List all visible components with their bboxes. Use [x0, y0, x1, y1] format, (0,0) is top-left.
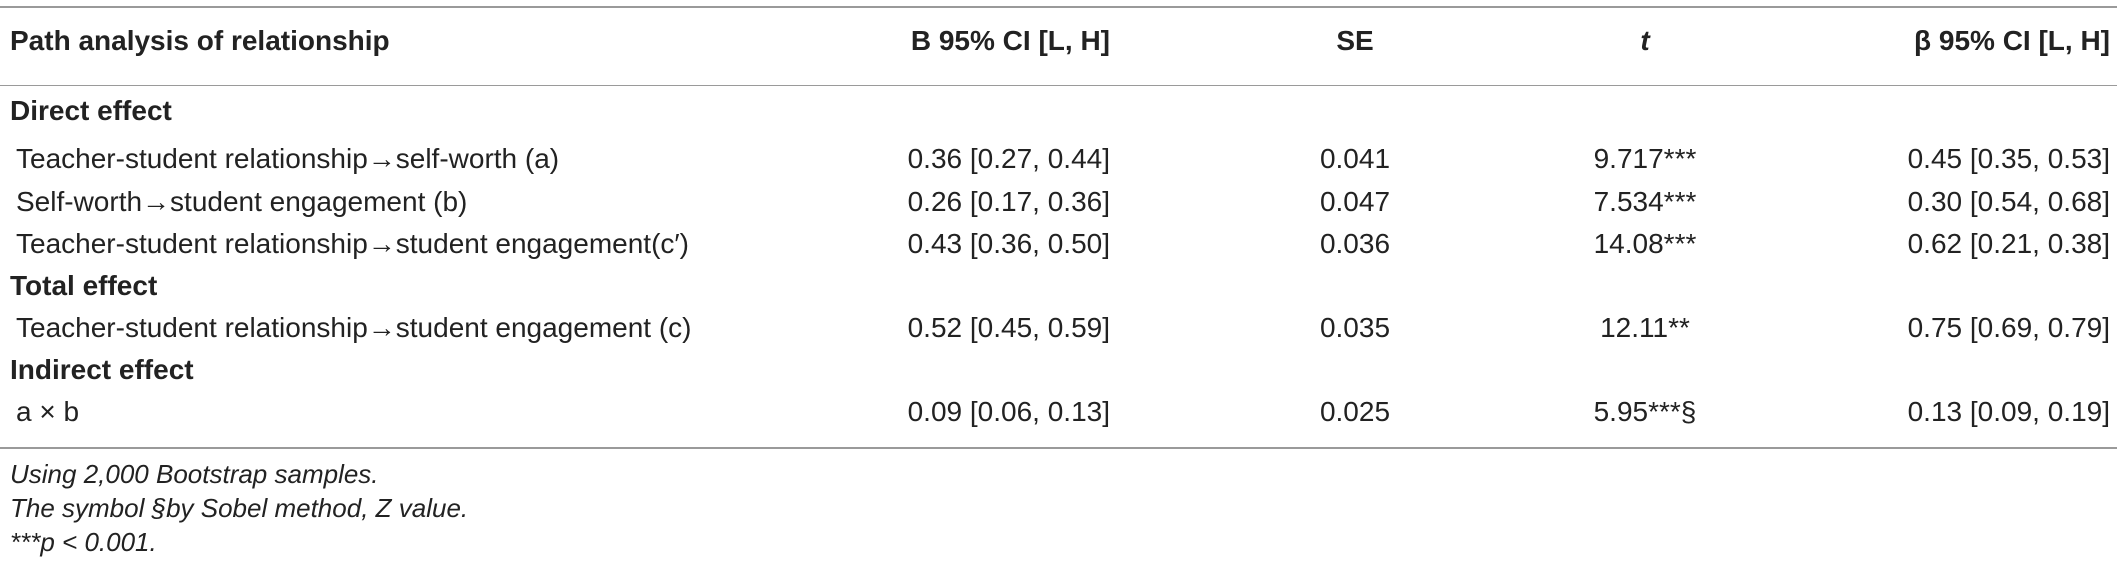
beta-ci-cell: 0.75 [0.69, 0.79]: [1907, 312, 2110, 343]
header-t: t: [1640, 25, 1650, 56]
beta-ci-cell: 0.13 [0.09, 0.19]: [1907, 396, 2110, 427]
table-row: Teacher-student relationship→self-worth …: [0, 138, 2117, 180]
t-cell: 12.11**: [1600, 312, 1690, 343]
t-cell: 7.534***: [1593, 186, 1697, 217]
b-ci-cell: 0.43 [0.36, 0.50]: [907, 228, 1110, 259]
se-cell: 0.036: [1319, 228, 1391, 259]
path-cell: Self-worth→student engagement (b): [16, 186, 468, 217]
se-cell: 0.047: [1319, 186, 1391, 217]
t-cell: 9.717***: [1593, 143, 1697, 174]
se-cell: 0.041: [1319, 143, 1391, 174]
path-cell: a × b: [16, 396, 80, 427]
section-title: Direct effect: [10, 95, 172, 126]
table-row: Self-worth→student engagement (b) 0.26 […: [0, 181, 2117, 223]
beta-ci-cell: 0.45 [0.35, 0.53]: [1907, 143, 2110, 174]
b-ci-cell: 0.26 [0.17, 0.36]: [907, 186, 1110, 217]
header-rule: [0, 85, 2117, 86]
section-total-effect: Total effect: [0, 265, 2117, 307]
table-row: a × b 0.09 [0.06, 0.13] 0.025 5.95***§ 0…: [0, 391, 2117, 433]
se-cell: 0.035: [1319, 312, 1391, 343]
path-cell: Teacher-student relationship→student eng…: [16, 228, 689, 259]
footnote-significance: ***p < 0.001.: [10, 527, 157, 557]
beta-ci-cell: 0.62 [0.21, 0.38]: [1907, 228, 2110, 259]
header-path: Path analysis of relationship: [10, 25, 390, 56]
t-cell: 5.95***§: [1593, 396, 1697, 427]
footnote-sobel: The symbol §by Sobel method, Z value.: [10, 493, 469, 523]
table-top-rule: [0, 6, 2117, 8]
table-row: Teacher-student relationship→student eng…: [0, 307, 2117, 349]
section-title: Total effect: [10, 270, 158, 301]
se-cell: 0.025: [1319, 396, 1391, 427]
header-se: SE: [1336, 25, 1374, 56]
beta-ci-cell: 0.30 [0.54, 0.68]: [1907, 186, 2110, 217]
footnote-bootstrap: Using 2,000 Bootstrap samples.: [10, 459, 379, 489]
header-b-ci: B 95% CI [L, H]: [910, 25, 1110, 56]
header-beta-ci: β 95% CI [L, H]: [1914, 25, 2110, 56]
b-ci-cell: 0.09 [0.06, 0.13]: [907, 396, 1110, 427]
table-bottom-rule: [0, 447, 2117, 449]
path-cell: Teacher-student relationship→self-worth …: [16, 143, 560, 174]
t-cell: 14.08***: [1593, 228, 1697, 259]
table-row: Teacher-student relationship→student eng…: [0, 223, 2117, 265]
path-cell: Teacher-student relationship→student eng…: [16, 312, 692, 343]
section-title: Indirect effect: [10, 354, 194, 385]
section-direct-effect: Direct effect: [0, 90, 2117, 132]
section-indirect-effect: Indirect effect: [0, 349, 2117, 391]
b-ci-cell: 0.52 [0.45, 0.59]: [907, 312, 1110, 343]
table-header-row: Path analysis of relationship B 95% CI […: [0, 20, 2117, 62]
b-ci-cell: 0.36 [0.27, 0.44]: [907, 143, 1110, 174]
